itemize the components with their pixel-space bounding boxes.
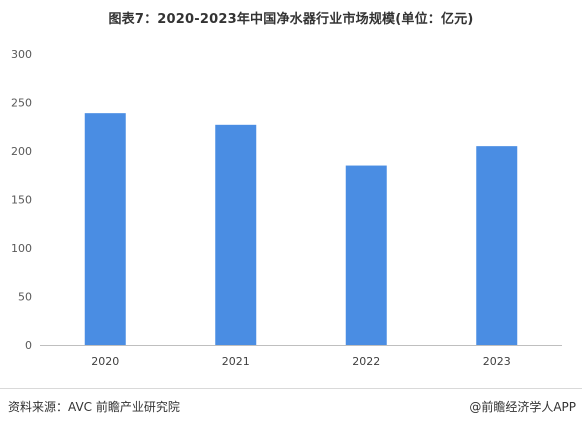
bars <box>84 113 518 345</box>
y-tick-label: 300 <box>11 48 32 61</box>
bar-2021 <box>215 124 257 345</box>
y-tick-label: 0 <box>25 339 32 352</box>
y-tick-label: 250 <box>11 97 32 110</box>
x-tick-label: 2020 <box>91 355 119 368</box>
x-tick-label: 2022 <box>352 355 380 368</box>
y-tick-label: 150 <box>11 194 32 207</box>
y-tick-label: 50 <box>18 291 32 304</box>
y-tick-label: 200 <box>11 145 32 158</box>
footer-divider <box>0 388 582 389</box>
x-tick-label: 2023 <box>483 355 511 368</box>
credit-note: @前瞻经济学人APP <box>469 400 576 414</box>
bar-2023 <box>476 146 518 345</box>
x-tick-label: 2021 <box>222 355 250 368</box>
bar-2022 <box>345 165 387 345</box>
y-tick-label: 100 <box>11 242 32 255</box>
x-axis: 2020 2021 2022 2023 <box>91 355 511 368</box>
source-note: 资料来源：AVC 前瞻产业研究院 <box>8 400 180 414</box>
bar-2020 <box>84 113 126 345</box>
chart-title: 图表7：2020-2023年中国净水器行业市场规模(单位：亿元) <box>108 12 474 27</box>
y-axis: 0 50 100 150 200 250 300 <box>11 48 32 352</box>
